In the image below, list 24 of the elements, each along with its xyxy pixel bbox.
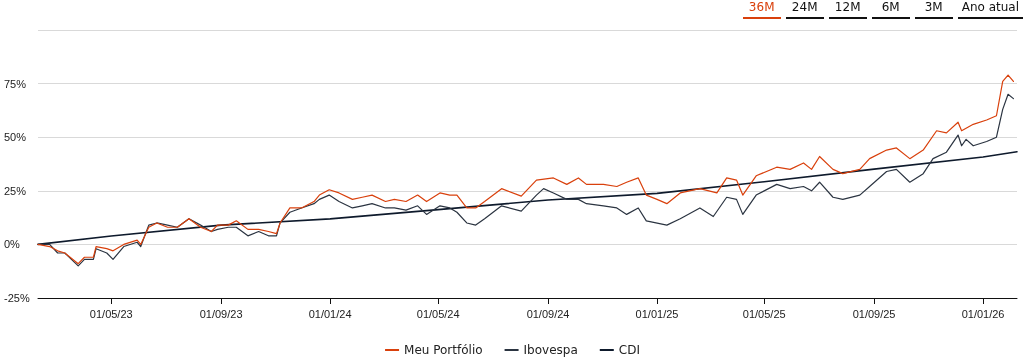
y-tick-label: -25% (4, 292, 30, 304)
legend-label: Meu Portfólio (404, 343, 483, 357)
x-tick-label: 01/05/24 (416, 307, 460, 320)
x-tick-label: 01/05/23 (89, 307, 133, 320)
x-tick-label: 01/09/25 (852, 307, 896, 320)
x-tick-label: 01/01/26 (961, 307, 1005, 320)
text: 3M (914, 0, 953, 19)
x-tick-label: 01/09/23 (199, 307, 243, 320)
x-tick-label: 01/05/25 (742, 307, 786, 320)
y-tick-label: 25% (4, 184, 27, 197)
line-series (37, 150, 1018, 246)
y-tick-label: 75% (4, 77, 27, 90)
legend-label: Ibovespa (523, 343, 578, 357)
text: 24M (785, 0, 824, 19)
text: Ano atual (957, 0, 1023, 19)
text: 6M (871, 0, 910, 19)
y-tick-label: 0% (4, 238, 21, 251)
text: 12M (828, 0, 867, 19)
text: 36M (742, 0, 781, 19)
legend-label: CDI (618, 343, 640, 357)
y-tick-label: 50% (4, 131, 27, 144)
x-tick-label: 01/09/24 (526, 307, 570, 320)
x-tick-label: 01/01/25 (635, 307, 679, 320)
x-tick-label: 01/01/24 (308, 307, 352, 320)
